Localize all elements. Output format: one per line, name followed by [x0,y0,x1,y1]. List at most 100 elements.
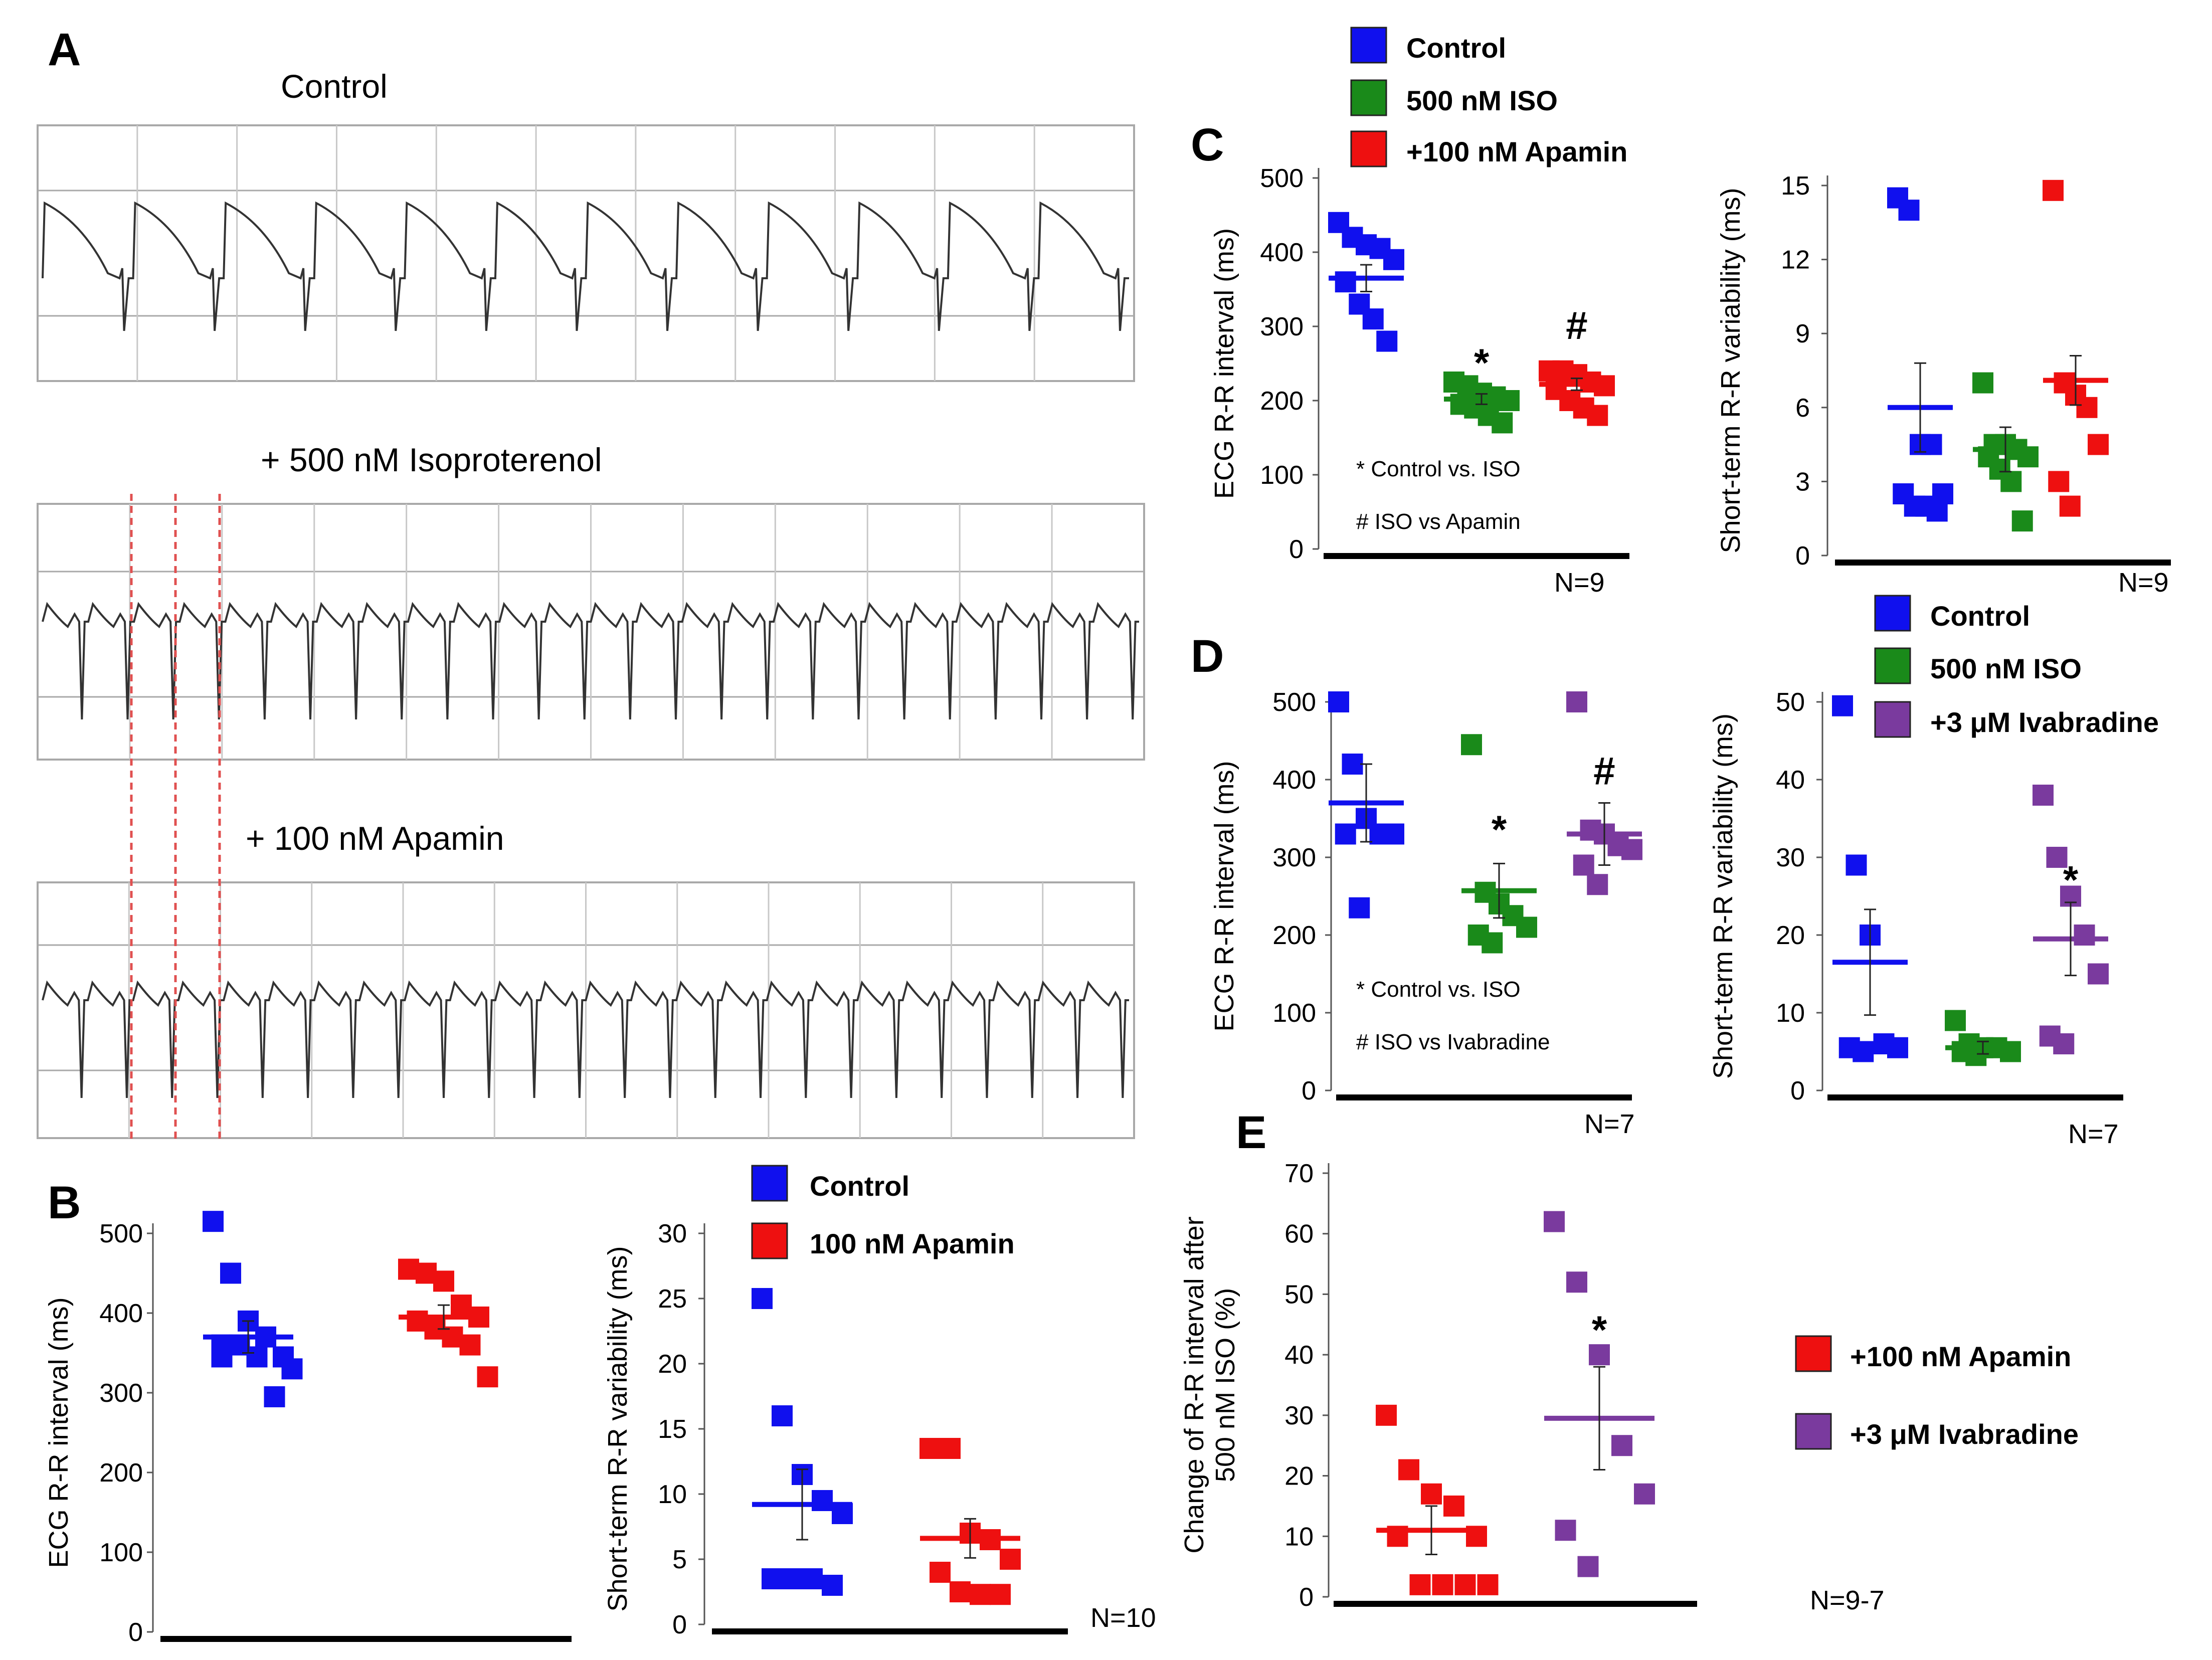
chart-c-rr-variability: 0 3 6 9 12 15 Short-term R-R variability (ms) N… [1716,171,2171,598]
data-point [1887,1037,1908,1058]
legend-c-swatch-apamin [1350,130,1387,167]
legend-c: Control 500 nM ISO +100 nM Apamin [1350,27,1627,167]
data-point [2088,434,2109,455]
y-axis-label: ECG R-R interval (ms) [1209,761,1239,1031]
y-tick-label: 12 [1781,246,1810,275]
data-point [1634,1483,1655,1505]
n-label: N=9 [2118,568,2169,598]
data-point [802,1568,823,1589]
y-tick-label: 200 [99,1458,143,1488]
ecg-traces-panel: Control + 500 nM Isoproterenol + 100 nM … [37,68,1145,1141]
y-tick-label: 500 [1272,688,1316,717]
y-tick-label: 400 [1260,238,1304,267]
data-point [264,1386,285,1407]
significance-mark: * [1492,807,1507,851]
data-point [1573,854,1594,876]
data-point [2076,397,2098,418]
data-point [220,1262,241,1284]
note-c-hash: # ISO vs Apamin [1356,509,1521,534]
data-point [1376,1404,1397,1426]
significance-mark: # [1566,303,1587,347]
legend-b-label-apamin: 100 nM Apamin [810,1228,1015,1259]
data-point [2048,471,2070,492]
y-tick-label: 400 [1272,766,1316,795]
data-point [1421,1483,1442,1505]
data-point [1832,695,1853,716]
ecg-trace-box-1 [37,503,1145,761]
note-d-star: * Control vs. ISO [1356,977,1521,1002]
data-point [2033,785,2054,806]
ecg-waveform [42,980,1129,1098]
y-tick-label: 0 [1302,1076,1316,1105]
data-point [822,1575,843,1596]
y-tick-label: 10 [1284,1522,1314,1551]
legend-d-swatch-iso [1874,647,1911,684]
y-tick-label: 40 [1776,766,1805,795]
y-tick-label: 400 [99,1299,143,1328]
data-point [782,1568,803,1589]
chart-b-rr-variability: 0 5 10 15 20 25 30 Short-term R-R variability (… [603,1219,1156,1639]
data-point [950,1581,971,1602]
y-tick-label: 100 [99,1538,143,1567]
y-tick-label: 100 [1272,999,1316,1028]
y-tick-label: 5 [672,1545,687,1574]
y-tick-label: 500 [99,1219,143,1248]
data-point [1611,1435,1632,1456]
legend-b: Control 100 nM Apamin [751,1165,1015,1259]
legend-b-label-control: Control [810,1170,909,1202]
panel-label-c: C [1191,119,1224,170]
data-point [1477,1574,1499,1595]
legend-d-swatch-ivabradine [1874,701,1911,738]
data-point [281,1358,303,1380]
legend-d: Control 500 nM ISO +3 μM Ivabradine [1874,595,2159,738]
y-tick-label: 0 [672,1610,687,1639]
legend-b-swatch-control [751,1165,788,1202]
ecg-trace-box-2 [37,881,1135,1139]
y-tick-label: 9 [1795,319,1810,348]
data-point [1376,330,1398,352]
panel-label-e: E [1236,1107,1266,1158]
trace-title-control: Control [281,68,388,105]
ecg-trace-box-0 [37,124,1135,382]
y-tick-label: 10 [1776,999,1805,1028]
data-point [1544,1211,1565,1232]
y-tick-label: 30 [658,1219,687,1248]
data-point [752,1288,773,1309]
significance-mark: * [1592,1308,1607,1352]
data-point [919,1438,941,1459]
data-point [433,1270,454,1292]
chart-e-rr-change: 0 10 20 30 40 50 60 70 Change of R-R interval af… [1179,1159,1885,1615]
y-tick-label: 10 [658,1480,687,1509]
y-tick-label: 0 [1790,1076,1805,1105]
data-point [2000,471,2022,492]
data-point [1398,1459,1419,1481]
panel-label-a: A [48,24,81,75]
trace-title-apamin: + 100 nM Apamin [246,820,504,857]
y-tick-label: 20 [658,1350,687,1379]
y-tick-label: 100 [1260,461,1304,490]
data-point [1587,405,1608,426]
y-tick-label: 0 [1289,535,1304,564]
legend-d-label-control: Control [1930,600,2030,632]
data-point [2053,1033,2075,1054]
data-point [1516,916,1537,938]
y-tick-label: 0 [128,1618,143,1647]
data-point [1846,854,1867,876]
data-point [1443,1495,1464,1517]
legend-c-swatch-iso [1350,79,1387,116]
legend-e-swatch-apamin [1795,1335,1832,1372]
y-tick-label: 200 [1272,921,1316,950]
data-point [1566,691,1587,712]
data-point [1492,412,1513,434]
data-point [246,1346,268,1368]
y-tick-label: 300 [1260,312,1304,341]
data-point [1335,823,1356,845]
y-tick-label: 0 [1795,541,1810,571]
y-tick-label: 300 [99,1379,143,1408]
chart-c-rr-interval: 0 100 200 300 400 500 ECG R-R interval (ms) * # N… [1209,164,1629,598]
data-point [1383,249,1404,270]
y-tick-label: 15 [1781,171,1810,201]
y-tick-label: 60 [1284,1220,1314,1249]
note-c-star: * Control vs. ISO [1356,457,1521,481]
